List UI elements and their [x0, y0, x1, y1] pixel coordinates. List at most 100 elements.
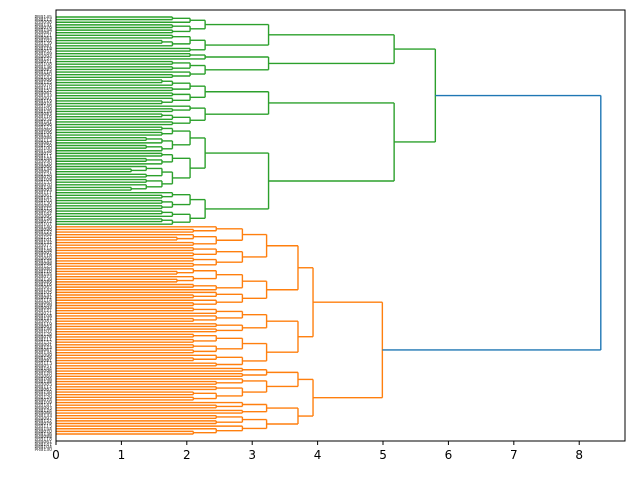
leaf-label: PRB130 [34, 447, 52, 453]
leaf-label: PRB100 [34, 146, 52, 152]
leaf-label: PRB147 [34, 442, 52, 448]
leaf-label: PRB127 [34, 56, 52, 62]
leaf-label: PRB149 [34, 51, 52, 57]
leaf-label: PRB144 [34, 366, 52, 372]
leaf-label: PRB115 [34, 206, 52, 212]
leaf-label: PRB060 [34, 72, 52, 78]
leaf-label: PRB070 [34, 429, 52, 435]
leaf-label: PRB093 [34, 188, 52, 194]
leaf-label: PRB155 [34, 272, 52, 278]
leaf-label: PRB145 [34, 15, 52, 21]
leaf-label: PRB062 [34, 387, 52, 393]
leaf-label: PRB096 [34, 122, 52, 128]
leaf-label: PRB075 [34, 151, 52, 157]
leaf-label: PRB128 [34, 332, 52, 338]
leaf-label: PRB057 [34, 49, 52, 55]
leaf-label: PRB098 [34, 261, 52, 267]
leaf-label: PRB136 [34, 64, 52, 70]
leaf-label: PRB129 [34, 109, 52, 115]
leaf-label: PRB067 [34, 348, 52, 354]
leaf-label: PRB149 [34, 303, 52, 309]
leaf-label: PRB103 [34, 198, 52, 204]
leaf-label: PRB108 [34, 62, 52, 68]
leaf-label: PRB106 [34, 376, 52, 382]
x-tick-label: 0 [52, 448, 60, 462]
leaf-label: PRB097 [34, 169, 52, 175]
leaf-label: PRB078 [34, 83, 52, 89]
leaf-label: PRB085 [34, 382, 52, 388]
leaf-label: PRB117 [34, 384, 52, 390]
leaf-label: PRB139 [34, 41, 52, 47]
leaf-label: PRB129 [34, 395, 52, 401]
leaf-label: PRB061 [34, 439, 52, 445]
leaf-label: PRB099 [34, 353, 52, 359]
leaf-label: PRB090 [34, 159, 52, 165]
leaf-label: PRB101 [34, 237, 52, 243]
leaf-label: PRB076 [34, 334, 52, 340]
leaf-label: PRB108 [34, 313, 52, 319]
leaf-label: PRB153 [34, 180, 52, 186]
x-tick-label: 8 [575, 448, 583, 462]
leaf-label: PRB131 [34, 22, 52, 28]
leaf-label: PRB134 [34, 167, 52, 173]
leaf-label: PRB059 [34, 209, 52, 215]
leaf-label: PRB104 [34, 445, 52, 451]
leaf-label: PRB152 [34, 88, 52, 94]
leaf-label: PRB139 [34, 277, 52, 283]
x-tick-label: 6 [445, 448, 453, 462]
leaf-label: PRB133 [34, 413, 52, 419]
leaf-label: PRB114 [34, 298, 52, 304]
leaf-label: PRB121 [34, 308, 52, 314]
leaf-label: PRB087 [34, 30, 52, 36]
leaf-label: PRB124 [34, 408, 52, 414]
leaf-label: PRB100 [34, 392, 52, 398]
leaf-label: PRB082 [34, 295, 52, 301]
leaf-label: PRB071 [34, 311, 52, 317]
leaf-label: PRB130 [34, 201, 52, 207]
leaf-label: PRB112 [34, 17, 52, 23]
leaf-label: PRB066 [34, 411, 52, 417]
leaf-label: PRB070 [34, 182, 52, 188]
leaf-label: PRB140 [34, 224, 52, 230]
leaf-label: PRB062 [34, 140, 52, 146]
leaf-label: PRB138 [34, 185, 52, 191]
leaf-label: PRB124 [34, 172, 52, 178]
leaf-label: PRB120 [34, 161, 52, 167]
leaf-label: PRB067 [34, 91, 52, 97]
leaf-label: PRB119 [34, 321, 52, 327]
leaf-label: PRB141 [34, 119, 52, 125]
leaf-label: PRB146 [34, 104, 52, 110]
leaf-label: PRB115 [34, 424, 52, 430]
leaf-label: PRB151 [34, 235, 52, 241]
leaf-label: PRB083 [34, 112, 52, 118]
leaf-label: PRB143 [34, 287, 52, 293]
leaf-label: PRB131 [34, 293, 52, 299]
leaf-label: PRB141 [34, 403, 52, 409]
leaf-label: PRB091 [34, 342, 52, 348]
leaf-label: PRB102 [34, 38, 52, 44]
leaf-label: PRB077 [34, 243, 52, 249]
leaf-label: PRB110 [34, 85, 52, 91]
leaf-label: PRB126 [34, 216, 52, 222]
leaf-label: PRB148 [34, 248, 52, 254]
x-tick-label: 7 [510, 448, 518, 462]
leaf-label: PRB143 [34, 75, 52, 81]
leaf-label: PRB126 [34, 355, 52, 361]
leaf-label: PRB122 [34, 418, 52, 424]
leaf-label: PRB081 [34, 43, 52, 49]
x-axis: 0 1 2 3 4 5 6 7 8 [52, 441, 583, 462]
x-tick-label: 4 [314, 448, 322, 462]
leaf-label: PRB109 [34, 400, 52, 406]
leaf-label: PRB064 [34, 232, 52, 238]
leaf-label: PRB111 [34, 154, 52, 160]
x-tick-label: 5 [379, 448, 387, 462]
leaf-label: PRB068 [34, 256, 52, 262]
leaf-label: PRB057 [34, 363, 52, 369]
leaf-label: PRB118 [34, 437, 52, 443]
leaf-label: PRB138 [34, 379, 52, 385]
leaf-label: PRB135 [34, 258, 52, 264]
leaf-label: PRB102 [34, 329, 52, 335]
leaf-label: PRB118 [34, 46, 52, 52]
leaf-label: PRB154 [34, 426, 52, 432]
